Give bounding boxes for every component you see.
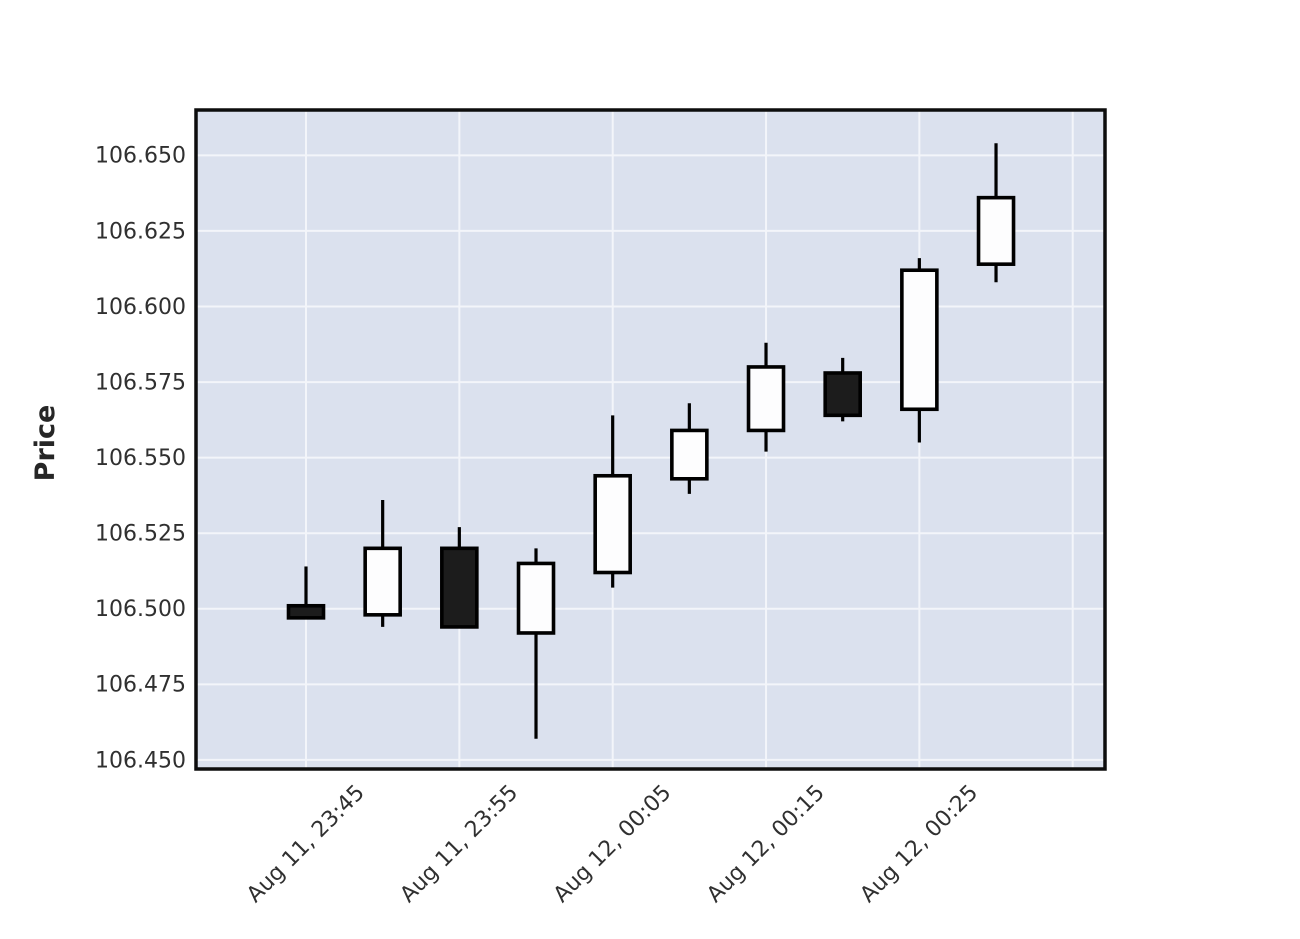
candle-body xyxy=(900,268,939,412)
candle-body xyxy=(440,546,479,629)
candle-body xyxy=(516,561,556,635)
candle-body xyxy=(286,603,326,620)
y-axis-title: Price xyxy=(30,405,61,482)
y-tick-label: 106.650 xyxy=(95,144,186,169)
candle-body xyxy=(976,195,1016,266)
x-tick-label: Aug 11, 23:55 xyxy=(396,780,524,908)
plot-border xyxy=(194,108,1107,771)
y-tick-label: 106.575 xyxy=(95,370,186,395)
y-tick-label: 106.450 xyxy=(95,748,186,773)
y-tick-label: 106.600 xyxy=(95,295,186,320)
y-tick-label: 106.500 xyxy=(95,597,186,622)
plot-layer: 106.450 106.475 106.500 106.525 106.550 106.5… xyxy=(95,108,1107,908)
x-tick-label: Aug 12, 00:05 xyxy=(549,780,677,908)
candle-body xyxy=(593,473,632,575)
x-tick-label: Aug 12, 00:25 xyxy=(856,780,984,908)
x-tick-label: Aug 11, 23:45 xyxy=(242,780,370,908)
y-tick-label: 106.475 xyxy=(95,673,186,698)
candle-body xyxy=(363,546,402,617)
candle-body xyxy=(746,365,786,433)
candle-body xyxy=(823,371,862,418)
x-tick-label: Aug 12, 00:15 xyxy=(702,780,830,908)
y-tick-label: 106.625 xyxy=(95,219,186,244)
plot-area xyxy=(196,110,1105,769)
y-tick-label: 106.525 xyxy=(95,522,186,547)
y-tick-label: 106.550 xyxy=(95,446,186,471)
candle-body xyxy=(670,428,709,481)
